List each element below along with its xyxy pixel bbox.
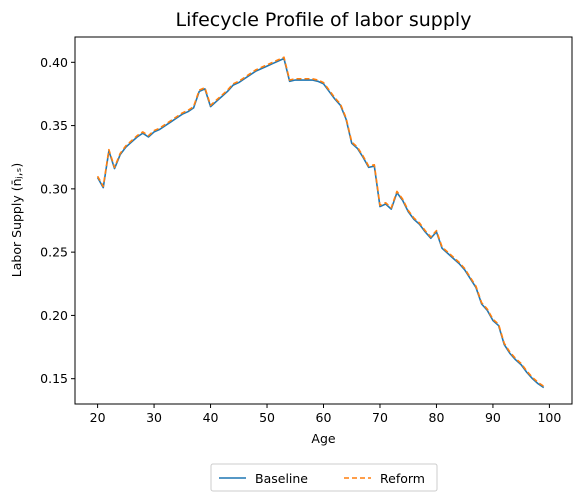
y-tick-label: 0.35 (40, 118, 68, 133)
legend-box (210, 463, 438, 492)
legend-label-reform: Reform (380, 471, 425, 486)
chart-title: Lifecycle Profile of labor supply (176, 9, 472, 31)
series-layer (96, 56, 545, 389)
x-tick-label: 70 (372, 410, 388, 425)
series-line-baseline (96, 57, 545, 389)
plot-frame (74, 36, 573, 405)
y-tick-label: 0.15 (40, 371, 68, 386)
x-tick-label: 50 (259, 410, 275, 425)
x-ticks: 20 30 40 50 60 70 80 90 100 (90, 404, 561, 425)
x-tick-label: 80 (429, 410, 445, 425)
series-line-reform (96, 56, 545, 387)
x-tick-label: 100 (537, 410, 561, 425)
x-tick-label: 60 (316, 410, 332, 425)
y-tick-label: 0.20 (40, 308, 68, 323)
x-tick-label: 20 (90, 410, 106, 425)
legend: Baseline Reform (210, 463, 438, 492)
y-axis-label: Labor Supply (n̄ⱼ,ₛ) (9, 163, 24, 277)
legend-label-baseline: Baseline (255, 471, 308, 486)
x-tick-label: 30 (146, 410, 162, 425)
x-tick-label: 90 (485, 410, 501, 425)
x-axis-label: Age (311, 431, 335, 446)
y-tick-label: 0.25 (40, 245, 68, 260)
x-tick-label: 40 (203, 410, 219, 425)
y-tick-label: 0.40 (40, 55, 68, 70)
y-tick-label: 0.30 (40, 181, 68, 196)
y-ticks: 0.15 0.20 0.25 0.30 0.35 0.40 (40, 55, 75, 386)
